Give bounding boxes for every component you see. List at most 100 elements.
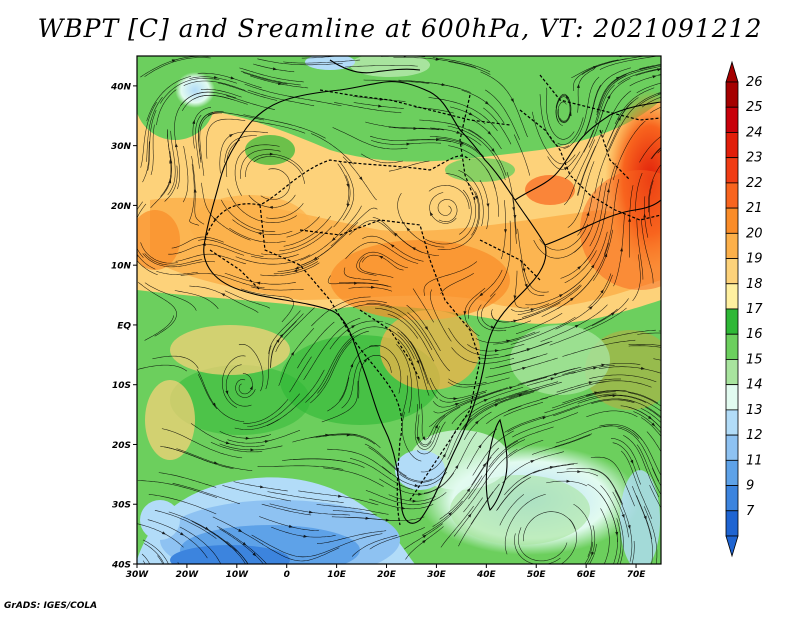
streamline [271,526,336,538]
streamline [440,505,474,548]
streamline [388,160,430,172]
streamline-arrow [169,158,173,163]
streamline [421,475,483,536]
streamline [577,395,647,404]
streamline [616,518,622,564]
streamline [374,307,434,362]
streamline [447,417,472,460]
streamline [160,445,213,464]
streamline [279,230,323,252]
streamline [562,390,627,404]
streamline-arrow [442,453,446,458]
colorbar-swatch [725,409,739,436]
streamline [595,380,652,388]
streamline-arrow [455,403,460,406]
streamline [150,124,155,175]
streamline [617,68,661,85]
streamline [283,216,331,247]
colorbar-swatch [725,132,739,159]
streamline [518,527,568,562]
streamline [639,135,661,163]
streamline-arrow [621,514,625,519]
streamline [348,286,393,292]
streamline-arrow [294,266,299,270]
streamline [453,497,483,537]
streamline [401,375,408,419]
streamline [584,541,594,564]
streamline [300,205,362,261]
streamline [513,134,530,176]
colorbar-swatch [725,434,739,461]
streamline [303,317,361,381]
streamline [489,353,548,370]
streamline [614,87,655,125]
streamline [317,330,369,394]
colorbar-label: 19 [746,252,763,267]
streamline [577,129,603,196]
streamline [268,310,301,355]
streamline-arrow [669,466,673,470]
streamline-arrow [435,57,440,61]
streamline [305,335,355,403]
streamline [259,516,319,531]
streamline-arrow [269,152,274,156]
streamline-arrow [252,552,257,557]
streamline-arrow [588,381,593,385]
streamline-arrow [576,83,580,88]
streamline [277,258,320,272]
streamline [567,161,595,228]
streamline-arrow [390,244,395,248]
streamline [583,84,602,135]
streamline [351,534,398,557]
streamline [526,366,582,383]
streamline [240,288,294,323]
map-frame [136,55,662,565]
colorbar-swatch [725,359,739,386]
streamline [476,304,507,332]
streamline-arrow [257,232,262,235]
streamline [338,160,355,221]
streamline [332,127,408,150]
streamline [179,526,222,564]
streamline-arrow [518,394,523,397]
streamline-arrow [530,460,535,463]
streamline [221,199,276,232]
streamline [439,391,487,403]
streamline [641,96,661,108]
streamline [225,364,252,407]
streamline [425,198,476,245]
streamline-arrow [648,415,653,420]
colorbar: 26 25 24 23 22 21 20 19 18 17 16 15 14 13 12 11 9 7 [725,60,763,558]
streamline [657,92,661,95]
streamline [512,412,579,438]
streamline [417,414,432,447]
streamline [481,293,532,329]
streamline [260,168,291,200]
streamline [533,463,575,474]
streamline [601,329,656,341]
streamline-arrow [487,131,492,135]
streamline [210,441,263,453]
streamline [137,523,184,548]
streamline-arrow [331,237,336,242]
streamline-arrow [640,366,646,370]
streamline [311,296,371,327]
streamline [160,78,220,104]
streamline [650,146,661,160]
colorbar-swatch [725,485,739,512]
streamline [224,290,271,309]
streamline [366,302,433,350]
streamline [337,163,350,205]
lon-tick-label: 60E [577,570,597,580]
streamline-arrow [463,311,467,316]
colorbar-swatch [725,308,739,335]
streamline-arrow [574,324,580,328]
streamline [464,287,486,336]
streamline [623,435,660,498]
streamline [450,106,486,125]
streamline-arrow [643,213,647,218]
streamline-arrow [350,363,354,368]
streamline [180,273,265,289]
streamline [464,411,492,441]
streamline [653,358,661,361]
